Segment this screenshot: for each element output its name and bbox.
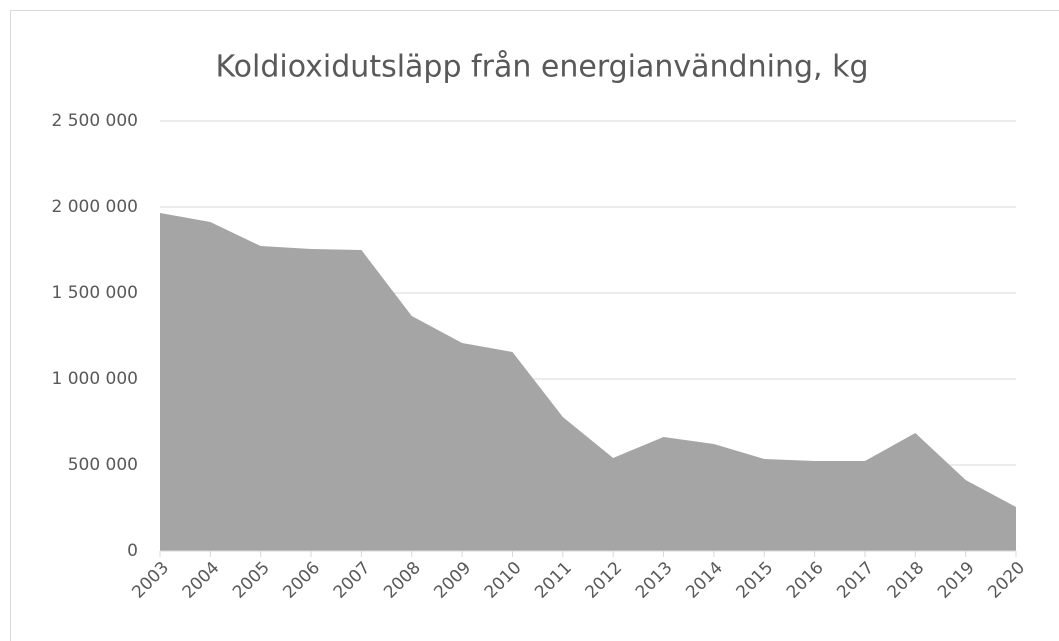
y-tick-label: 2 500 000: [51, 111, 138, 131]
chart-title: Koldioxidutsläpp från energianvändning, …: [216, 50, 869, 85]
y-tick-label: 1 000 000: [51, 369, 138, 389]
y-tick-label: 2 000 000: [51, 197, 138, 217]
y-tick-label: 500 000: [68, 455, 138, 475]
y-tick-label: 1 500 000: [51, 283, 138, 303]
y-tick-label: 0: [127, 541, 138, 561]
area: [160, 213, 1016, 551]
